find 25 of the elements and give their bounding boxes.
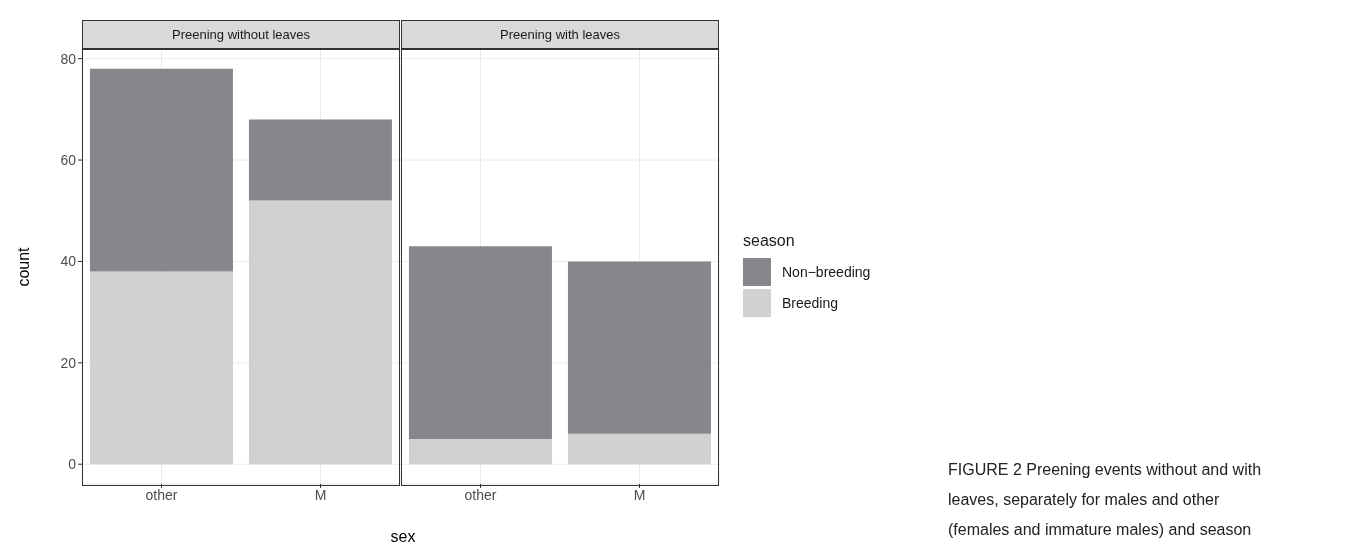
legend-label: Breeding: [782, 294, 839, 311]
y-tick-label: 20: [60, 354, 77, 371]
bar: [248, 200, 392, 465]
bar: [89, 68, 233, 272]
chart-title: Preening with leaves: [401, 20, 719, 49]
x-tick-label: other: [145, 486, 178, 503]
y-tick-label: 0: [68, 456, 77, 473]
x-axis-title: sex: [389, 528, 417, 546]
y-axis-title: count: [14, 246, 33, 287]
x-tick-label: other: [464, 486, 497, 503]
caption: FIGURE 2 Preening events without and with leaves, separately for males and other (females and immature males) and season: [948, 460, 1263, 540]
legend-label: Non−breeding: [782, 263, 871, 280]
x-tick-label: M: [633, 486, 646, 503]
bar: [408, 246, 552, 439]
x-tick-label: M: [314, 486, 327, 503]
bar: [408, 438, 552, 465]
bar: [567, 261, 711, 434]
y-tick-label: 40: [60, 253, 77, 270]
bar: [89, 271, 233, 465]
bar: [567, 433, 711, 465]
chart-title: Preening without leaves: [82, 20, 400, 49]
bar: [248, 119, 392, 201]
y-tick-label: 60: [60, 152, 77, 168]
y-tick-label: 80: [60, 50, 77, 67]
legend-title: season: [743, 232, 796, 250]
